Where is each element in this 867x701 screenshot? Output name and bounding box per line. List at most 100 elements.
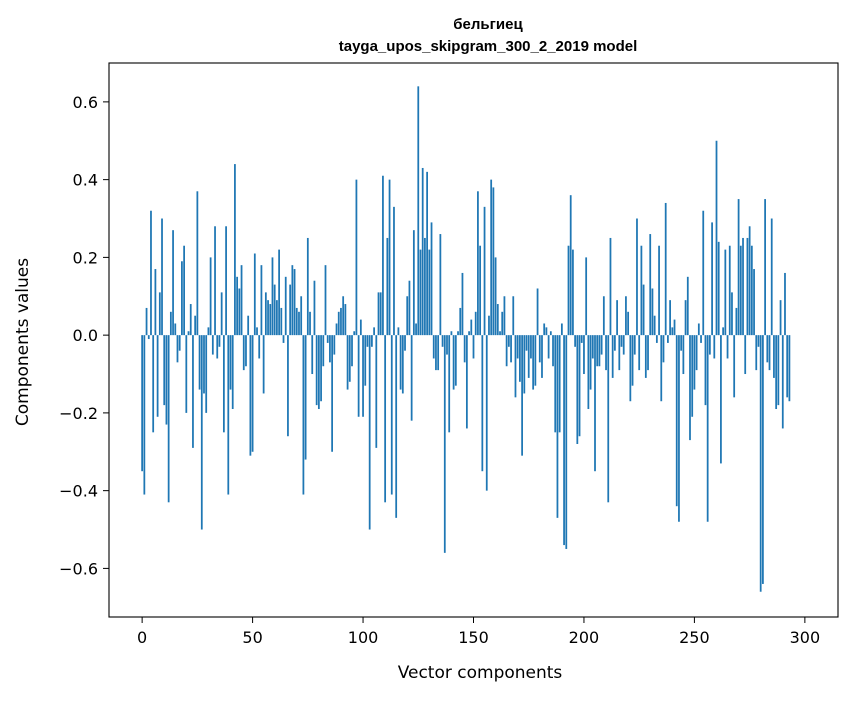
bar xyxy=(675,335,678,507)
bar xyxy=(147,335,150,340)
x-tick-label: 150 xyxy=(458,628,489,647)
bar xyxy=(225,226,227,336)
y-tick-label: −0.6 xyxy=(59,559,98,578)
bar xyxy=(768,335,771,371)
bar xyxy=(435,335,437,371)
bar xyxy=(174,323,177,336)
bar xyxy=(713,335,716,359)
bar xyxy=(289,284,292,336)
bar xyxy=(234,164,236,336)
bar xyxy=(770,218,773,336)
bar xyxy=(463,335,466,363)
bar xyxy=(764,199,766,336)
y-tick-label: 0.4 xyxy=(73,171,98,190)
y-tick-label: 0.0 xyxy=(73,326,98,345)
bar xyxy=(706,335,709,522)
bar xyxy=(183,245,185,336)
bar xyxy=(611,335,614,378)
bar xyxy=(278,249,280,336)
bar xyxy=(633,335,636,355)
bar xyxy=(644,335,647,378)
bar xyxy=(262,335,265,394)
bar xyxy=(315,335,318,406)
bar xyxy=(762,335,764,584)
bar xyxy=(468,331,470,336)
bar-series xyxy=(141,86,791,592)
bar xyxy=(178,335,181,351)
bar xyxy=(450,331,453,336)
bar xyxy=(631,335,634,386)
bar xyxy=(658,245,660,336)
bar xyxy=(598,335,601,367)
bar xyxy=(269,304,272,336)
bar xyxy=(563,335,565,546)
bar xyxy=(691,335,694,417)
bar xyxy=(572,249,574,336)
bar xyxy=(733,335,736,398)
bar xyxy=(574,335,576,347)
bar xyxy=(375,335,378,448)
bar xyxy=(313,280,316,336)
bar xyxy=(731,292,733,336)
bar xyxy=(618,335,621,371)
bar xyxy=(432,335,435,359)
bar xyxy=(735,307,738,336)
bar xyxy=(600,335,603,355)
bar xyxy=(156,335,159,417)
bar xyxy=(485,335,488,491)
bar xyxy=(680,335,683,351)
bar xyxy=(737,199,740,336)
bar xyxy=(454,335,457,386)
bar xyxy=(549,331,552,336)
bar xyxy=(393,206,395,336)
bar xyxy=(404,335,406,351)
y-axis-ticks: −0.6 −0.4 −0.2 0.0 0.2 0.4 0.6 xyxy=(59,93,109,578)
bar xyxy=(530,335,532,359)
bar xyxy=(430,222,433,336)
bar xyxy=(684,300,687,336)
bar xyxy=(479,245,482,336)
bar xyxy=(494,257,497,336)
bar xyxy=(728,245,731,336)
bar xyxy=(256,327,258,336)
bar xyxy=(525,335,528,351)
bar xyxy=(474,311,477,336)
bar xyxy=(207,327,210,336)
bar xyxy=(280,307,283,336)
bar xyxy=(437,335,440,371)
bar xyxy=(386,237,389,336)
bar xyxy=(189,304,192,336)
y-tick-label: 0.2 xyxy=(73,248,98,267)
bar xyxy=(556,335,559,518)
bar xyxy=(236,276,239,336)
bar xyxy=(781,335,784,429)
bar xyxy=(399,335,402,390)
bar xyxy=(428,249,431,336)
bar xyxy=(746,237,749,336)
bar xyxy=(649,234,652,336)
bar xyxy=(695,335,698,371)
bar xyxy=(406,296,409,336)
bar xyxy=(441,335,444,347)
bar xyxy=(697,323,700,336)
bar xyxy=(452,335,455,390)
bar xyxy=(229,335,232,390)
bar xyxy=(211,335,214,355)
bar xyxy=(472,335,475,359)
bar xyxy=(247,315,250,336)
bar xyxy=(222,335,225,433)
bar xyxy=(231,335,234,410)
bar xyxy=(359,319,362,336)
bar xyxy=(724,249,727,336)
bar xyxy=(488,315,490,336)
bar xyxy=(176,335,179,363)
bar xyxy=(786,335,789,398)
bar xyxy=(594,335,596,472)
bar xyxy=(541,335,543,378)
bar xyxy=(390,335,393,495)
chart-subtitle: tayga_upos_skipgram_300_2_2019 model xyxy=(339,38,638,55)
bar xyxy=(521,335,523,456)
bar xyxy=(750,245,753,336)
bar xyxy=(271,257,274,336)
